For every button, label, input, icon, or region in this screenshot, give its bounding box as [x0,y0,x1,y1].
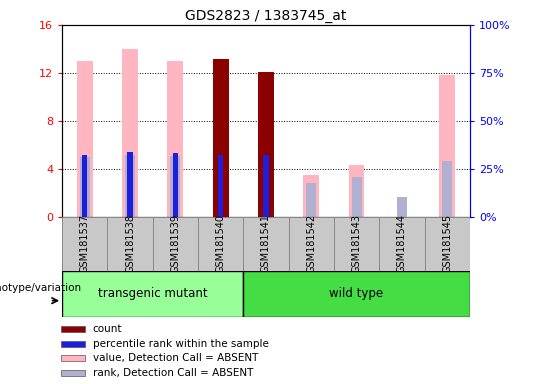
Bar [303,175,319,217]
Bar [334,217,379,271]
Bar [379,217,424,271]
Bar [62,271,244,317]
Bar [153,217,198,271]
Text: rank, Detection Call = ABSENT: rank, Detection Call = ABSENT [92,368,253,378]
Bar [125,155,135,217]
Bar [61,356,85,361]
Bar [127,152,133,217]
Text: GSM181540: GSM181540 [215,214,226,273]
Bar [107,217,153,271]
Bar [218,155,224,217]
Bar [424,217,470,271]
Bar [213,59,228,217]
Bar [61,341,85,347]
Text: percentile rank within the sample: percentile rank within the sample [92,339,268,349]
Bar [77,61,93,217]
Text: GSM181539: GSM181539 [170,214,180,273]
Bar [397,197,407,217]
Bar [439,75,455,217]
Title: GDS2823 / 1383745_at: GDS2823 / 1383745_at [185,8,347,23]
Bar [306,184,316,217]
Bar [61,370,85,376]
Bar [173,153,178,217]
Text: transgenic mutant: transgenic mutant [98,287,207,300]
Bar [244,217,288,271]
Bar [82,155,87,217]
Text: count: count [92,324,122,334]
Bar [442,161,452,217]
Bar [80,157,90,217]
Bar [122,49,138,217]
Text: GSM181541: GSM181541 [261,214,271,273]
Text: GSM181544: GSM181544 [397,214,407,273]
Bar [244,271,470,317]
Bar [288,217,334,271]
Text: GSM181542: GSM181542 [306,214,316,273]
Text: wild type: wild type [329,287,383,300]
Bar [352,177,362,217]
Bar [263,155,269,217]
Text: value, Detection Call = ABSENT: value, Detection Call = ABSENT [92,353,258,364]
Bar [198,217,244,271]
Bar [349,166,365,217]
Text: GSM181545: GSM181545 [442,214,452,273]
Text: GSM181543: GSM181543 [352,214,362,273]
Bar [61,326,85,332]
Text: GSM181538: GSM181538 [125,214,135,273]
Bar [258,72,274,217]
Text: GSM181537: GSM181537 [80,214,90,273]
Bar [167,61,183,217]
Bar [62,217,107,271]
Bar [170,156,180,217]
Text: genotype/variation: genotype/variation [0,283,82,293]
